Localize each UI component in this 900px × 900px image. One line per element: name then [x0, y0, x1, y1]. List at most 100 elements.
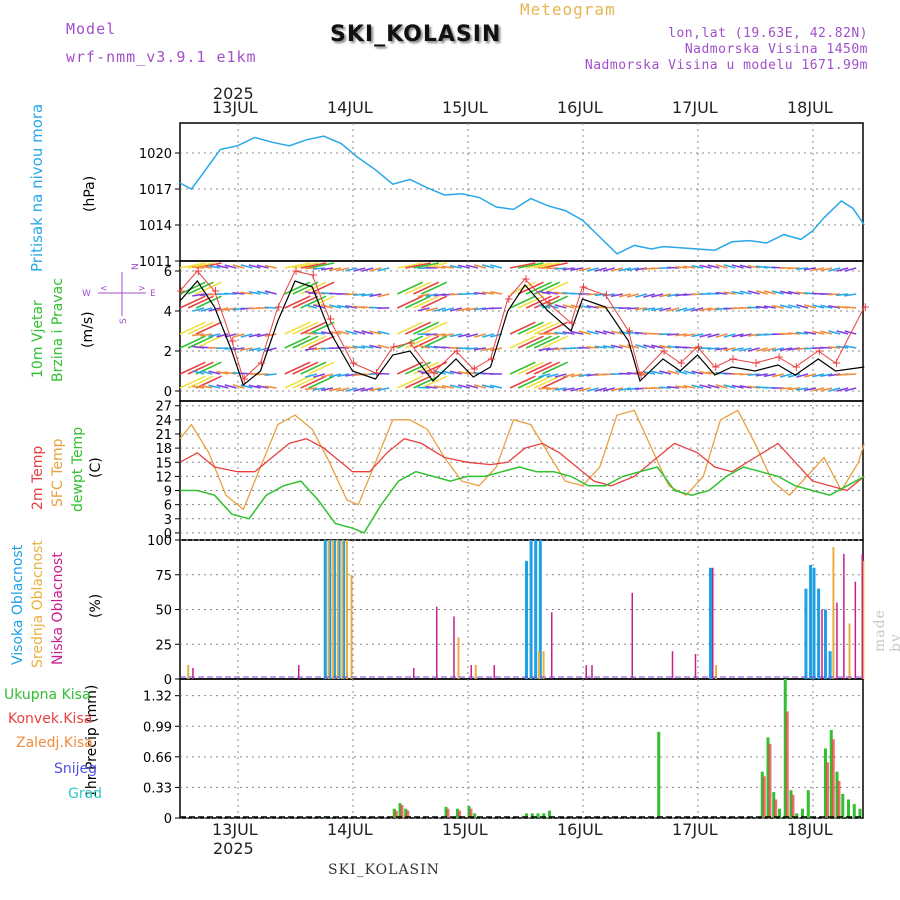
wind-arrow	[517, 361, 544, 375]
wind-arrow	[305, 373, 318, 378]
wind-arrow	[256, 347, 269, 352]
wind-arrow	[240, 264, 253, 269]
precip-bar	[406, 810, 410, 818]
wind-arrow	[602, 345, 615, 349]
wind-arrow	[208, 370, 221, 375]
precip-bar	[837, 780, 841, 818]
wind-arrow	[421, 375, 448, 389]
wind-arrow	[441, 333, 454, 337]
wind-arrow	[509, 335, 536, 349]
precip-bar	[392, 808, 396, 818]
wind-arrow	[691, 264, 704, 269]
precip-bar	[806, 790, 810, 818]
wind-arrow	[525, 262, 552, 269]
wind-arrow	[441, 384, 454, 389]
gust-marker: +	[636, 368, 646, 382]
wind-arrow	[369, 293, 382, 298]
gust-marker: +	[487, 352, 497, 366]
wind-arrow	[417, 307, 430, 312]
wind-arrow	[449, 307, 462, 312]
precip-bar	[778, 808, 781, 818]
wind-arrow	[517, 262, 544, 269]
wind-arrow	[804, 304, 817, 309]
wind-arrow	[405, 321, 432, 335]
wind-arrow	[284, 335, 311, 349]
ytick-label-3: 0	[164, 673, 172, 688]
wind-arrow	[300, 321, 327, 335]
wind-arrow	[533, 321, 560, 335]
wind-arrow	[828, 305, 841, 309]
wind-arrow	[300, 361, 327, 375]
wind-arrow	[570, 267, 583, 272]
wind-arrow	[489, 307, 503, 310]
precip-bar	[831, 739, 835, 818]
wind-arrow	[755, 373, 768, 377]
wind-arrow	[747, 333, 760, 337]
cloud-bar	[187, 665, 190, 679]
precip-legend-conv: Konvek.Kisa	[8, 711, 93, 727]
cloud-bar	[671, 651, 674, 679]
wind-arrow	[413, 295, 440, 309]
wind-arrow	[707, 292, 720, 295]
wind-arrow	[602, 267, 615, 272]
cloud-bar	[332, 540, 336, 679]
wind-arrow	[828, 293, 841, 296]
gust-marker: +	[452, 344, 462, 358]
wind-speed-line	[179, 280, 865, 387]
precip-bar	[469, 808, 473, 818]
cloud-bar	[854, 581, 857, 679]
wind-arrow	[803, 331, 817, 335]
cloud-bar	[345, 540, 348, 679]
wind-arrow	[699, 264, 712, 269]
wind-arrow	[820, 373, 833, 378]
gust-marker: +	[257, 356, 267, 370]
wind-arrow	[192, 293, 205, 297]
wind-arrow	[187, 361, 214, 375]
ytick-label-1: 0	[164, 385, 172, 400]
wind-arrow	[723, 333, 736, 338]
precip-bar	[772, 792, 776, 818]
cloud-bar	[534, 540, 538, 679]
precip-legend-hail: Grad	[68, 786, 103, 802]
wind-arrow	[594, 267, 607, 272]
precip-bar	[835, 771, 839, 818]
wind-arrow	[627, 293, 640, 298]
wind-arrow	[618, 293, 631, 298]
cloud-bar	[457, 637, 460, 679]
wind-arrow	[546, 387, 559, 391]
wind-arrow	[256, 333, 269, 338]
ytick-label-2: 3	[164, 513, 172, 528]
wind-arrow	[369, 267, 382, 272]
wind-arrow	[284, 375, 311, 389]
gust-marker: +	[694, 340, 704, 354]
gust-marker: +	[274, 300, 284, 314]
wind-arrow	[812, 304, 825, 309]
wind-arrow	[457, 333, 470, 338]
precip-legend-snow: Snijeg	[54, 761, 98, 777]
wind-arrow	[804, 373, 817, 378]
wind-arrow	[308, 375, 335, 389]
wind-arrow	[578, 387, 591, 392]
wind-arrow	[586, 387, 599, 392]
wind-arrow	[284, 262, 311, 269]
wind-arrow	[731, 264, 744, 269]
date-label-bottom: 14JUL	[327, 820, 373, 839]
wind-arrow	[308, 335, 335, 349]
wind-arrow	[232, 291, 245, 295]
cloud-bar	[453, 616, 455, 679]
cloud-bar	[529, 540, 533, 679]
wind-arrow	[304, 387, 317, 391]
wind-arrow	[715, 291, 728, 295]
wind-arrow	[844, 330, 857, 335]
gust-marker: +	[389, 340, 399, 354]
wind-arrow	[634, 267, 648, 271]
wind-arrow	[405, 281, 432, 295]
cloud-bar	[828, 651, 832, 679]
wind-arrow	[240, 291, 253, 295]
wind-arrow	[844, 387, 857, 392]
wind-arrow	[405, 295, 432, 309]
cloud-bar	[350, 574, 353, 679]
precip-bar	[841, 793, 845, 818]
cloud-bar	[336, 540, 339, 679]
wind-arrow	[779, 387, 792, 390]
